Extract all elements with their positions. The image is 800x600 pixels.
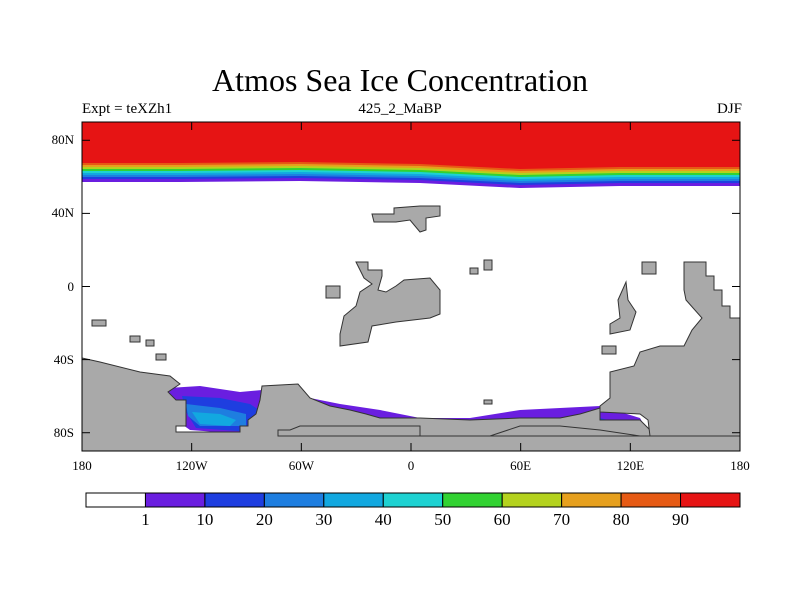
x-tick-label: 0 xyxy=(407,458,415,473)
colorbar-swatch xyxy=(680,492,741,508)
land-island-b xyxy=(641,261,657,275)
colorbar-swatch xyxy=(263,492,325,508)
colorbar-level-label: 20 xyxy=(255,510,273,529)
x-tick-label: 60E xyxy=(510,458,532,473)
x-tick-label: 120E xyxy=(616,458,645,473)
x-tick-label: 120W xyxy=(175,458,208,473)
colorbar xyxy=(85,492,741,508)
y-tick-label: 0 xyxy=(67,278,75,294)
land-central xyxy=(339,261,441,347)
colorbar-swatch xyxy=(561,492,622,508)
colorbar-level-label: 70 xyxy=(553,510,571,529)
colorbar-swatch xyxy=(204,492,265,508)
colorbar-swatch xyxy=(501,492,563,508)
land-small-w-4 xyxy=(155,353,167,361)
axis-ticks xyxy=(81,122,741,451)
colorbar-level-label: 50 xyxy=(434,510,452,529)
land-small-w-3 xyxy=(145,339,155,347)
colorbar-level-label: 30 xyxy=(315,510,333,529)
colorbar-level-label: 60 xyxy=(493,510,511,529)
colorbar-level-label: 90 xyxy=(672,510,690,529)
colorbar-swatch xyxy=(85,492,146,508)
land-small-ne-1 xyxy=(483,259,493,271)
colorbar-level-label: 1 xyxy=(141,510,150,529)
colorbar-level-label: 80 xyxy=(612,510,630,529)
colorbar-level-label: 40 xyxy=(374,510,392,529)
y-tick-label: 80S xyxy=(53,424,74,440)
antarctic-ice-inner xyxy=(192,412,236,426)
y-tick-label: 40N xyxy=(51,205,74,221)
colorbar-level-label: 10 xyxy=(196,510,214,529)
land-small-ne-2 xyxy=(469,267,479,275)
land-small-w-2 xyxy=(129,335,141,343)
colorbar-swatch xyxy=(323,492,384,508)
chart-title: Atmos Sea Ice Concentration xyxy=(212,62,588,98)
experiment-label: Expt = teXZh1 xyxy=(82,101,173,117)
colorbar-swatch xyxy=(620,492,682,508)
y-tick-label: 40S xyxy=(53,351,74,367)
x-tick-label: 180 xyxy=(730,458,750,473)
arctic-ice-band-10 xyxy=(82,122,740,169)
colorbar-swatch xyxy=(442,492,503,508)
land-island-c xyxy=(601,345,617,355)
colorbar-swatch xyxy=(144,492,206,508)
x-tick-label: 60W xyxy=(288,458,314,473)
land-small-west xyxy=(325,285,341,299)
land-antarctica xyxy=(82,357,740,451)
land-island-a xyxy=(609,280,637,335)
period-label: 425_2_MaBP xyxy=(358,101,442,117)
colorbar-swatch xyxy=(382,492,444,508)
season-label: DJF xyxy=(716,101,742,117)
land-eastern xyxy=(599,261,740,437)
land-north-island xyxy=(371,205,441,233)
y-tick-label: 80N xyxy=(51,132,74,148)
x-tick-label: 180 xyxy=(72,458,92,473)
land-small-w-1 xyxy=(91,319,107,327)
land-small-s xyxy=(483,399,493,405)
land-masses xyxy=(82,205,740,451)
